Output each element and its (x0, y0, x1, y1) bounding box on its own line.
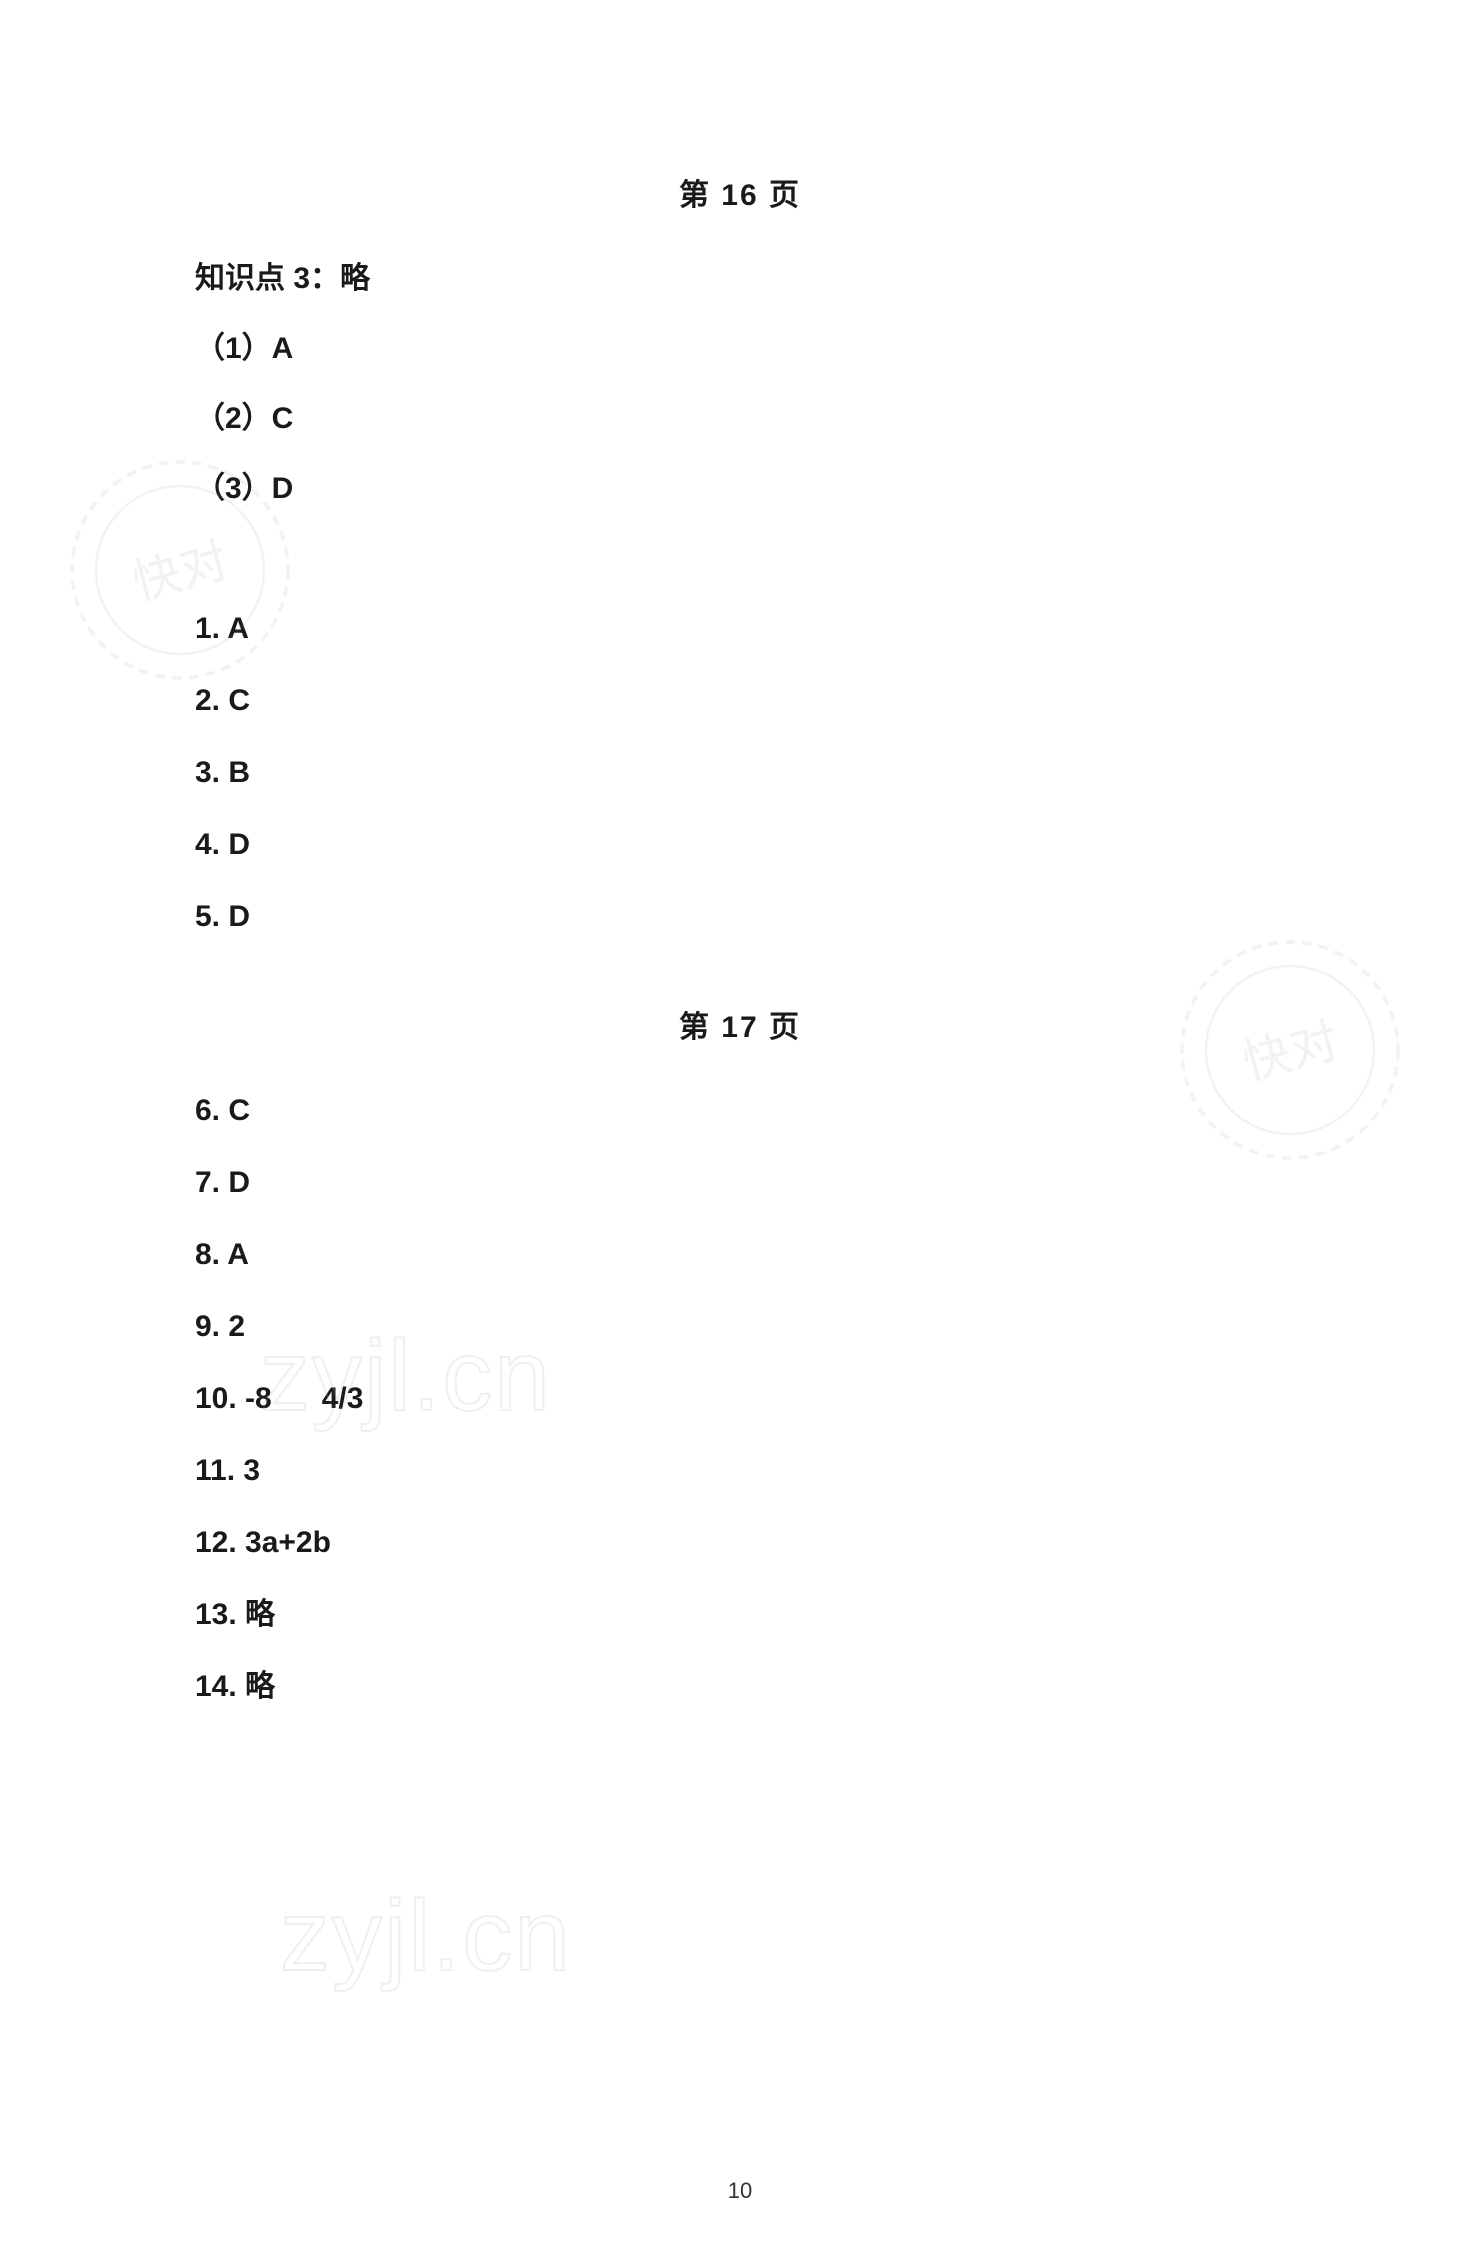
paren-item: （2）C (195, 404, 1480, 434)
section-numbered-1-5: 1. A 2. C 3. B 4. D 5. D (195, 614, 1480, 932)
answer-item: 4. D (195, 830, 1480, 860)
answer-item: 1. A (195, 614, 1480, 644)
page-number: 10 (0, 2178, 1480, 2204)
page-heading-17: 第 17 页 (0, 1002, 1480, 1046)
answer-item: 5. D (195, 902, 1480, 932)
section-numbered-6-14: 6. C 7. D 8. A 9. 2 10. -8 4/3 11. 3 12.… (195, 1096, 1480, 1702)
section-knowledge: 知识点 3：略 （1）A （2）C （3）D (195, 264, 1480, 504)
paren-item: （1）A (195, 334, 1480, 364)
answer-item: 8. A (195, 1240, 1480, 1270)
watermark-url-2: zyjl.cn (280, 1870, 800, 2032)
answer-item: 11. 3 (195, 1456, 1480, 1486)
answer-item: 12. 3a+2b (195, 1528, 1480, 1558)
answer-item: 10. -8 4/3 (195, 1384, 1480, 1414)
answer-item: 13. 略 (195, 1600, 1480, 1630)
answer-item: 3. B (195, 758, 1480, 788)
answer-item: 7. D (195, 1168, 1480, 1198)
answer-item: 6. C (195, 1096, 1480, 1126)
answer-item: 2. C (195, 686, 1480, 716)
svg-text:zyjl.cn: zyjl.cn (280, 1880, 572, 1992)
paren-item: （3）D (195, 474, 1480, 504)
answer-item: 9. 2 (195, 1312, 1480, 1342)
page-heading-16: 第 16 页 (0, 170, 1480, 214)
answer-item: 14. 略 (195, 1672, 1480, 1702)
svg-text:快对: 快对 (127, 534, 233, 610)
knowledge-point-line: 知识点 3：略 (195, 264, 1480, 294)
